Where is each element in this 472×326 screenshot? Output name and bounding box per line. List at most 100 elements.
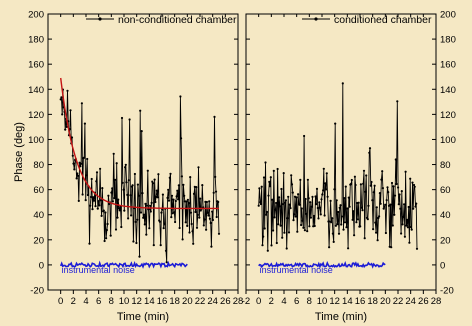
right-data-point [291,191,294,194]
left-data-point [98,204,101,207]
right-data-point [334,224,337,227]
right-noise-trace [258,260,386,269]
right-y-tick-label: -20 [440,286,454,297]
left-data-point [205,228,208,231]
right-x-tick-label: 22 [393,296,404,307]
right-data-point [306,178,309,181]
left-noise-label: instrumental noise [62,265,135,275]
left-data-point [64,128,67,131]
left-data-point [126,193,129,196]
right-data-point [308,225,311,228]
left-data-point [217,200,220,204]
right-data-point [411,181,414,184]
right-data-point [270,244,273,247]
right-data-point [329,199,332,202]
right-data-point [316,206,319,210]
left-data-point [138,255,141,258]
left-data-point [199,197,202,200]
left-data-point [195,186,198,189]
right-data-point [302,226,305,229]
left-data-point [86,157,89,161]
right-legend-label: conditioned chamber [334,14,432,26]
right-data-point [296,230,299,233]
right-data-point [353,234,356,237]
right-data-point [338,206,341,209]
left-data-point [188,231,191,234]
right-data-point [307,197,310,200]
left-data-point [117,207,121,210]
left-data-point [91,208,94,211]
right-data-point [370,180,373,184]
right-data-point [343,197,346,200]
left-x-tick-label: 24 [207,296,218,307]
right-data-point [404,170,407,173]
left-data-point [181,238,184,241]
left-data-point [107,194,110,197]
right-data-point [293,213,296,216]
right-data-point [383,205,386,208]
left-data-point [111,187,114,190]
right-data-point [361,209,364,212]
right-data-point [412,207,415,210]
right-series-line [258,83,418,251]
right-data-point [379,202,382,205]
left-data-point [152,244,155,247]
left-data-point [92,199,96,202]
right-data-point [403,203,406,206]
left-y-tick-label: -20 [30,286,44,297]
left-legend-swatch-marker [98,17,102,21]
left-data-point [130,214,133,217]
right-y-tick-label: 180 [440,35,456,46]
left-data-point [115,162,118,165]
right-x-tick-label: 14 [342,296,353,307]
left-data-point [95,171,99,174]
left-data-point [96,207,99,210]
right-data-point [275,241,278,245]
right-data-point [268,180,271,183]
right-data-point [272,229,275,232]
right-data-point [371,199,374,202]
right-data-point [285,247,288,250]
left-data-point [153,178,156,181]
left-data-point [77,199,80,202]
right-data-point [301,219,304,222]
right-data-point [341,82,344,85]
left-data-point [83,156,86,159]
left-data-point [194,210,197,214]
left-data-point [155,189,158,192]
right-data-point [374,221,377,224]
left-data-point [132,240,135,243]
left-data-point [195,226,199,229]
right-data-point [353,175,356,178]
left-data-point [120,116,124,120]
left-data-point [148,227,151,230]
left-y-tick-label: 160 [28,60,44,71]
left-data-point [116,216,119,219]
right-data-point [279,224,282,227]
right-data-point [287,195,290,198]
left-data-point [184,221,187,224]
right-data-point [260,185,263,188]
right-y-tick-label: 140 [440,85,456,96]
right-data-point [278,205,281,208]
right-y-tick-label: 160 [440,60,456,71]
right-data-point [367,204,370,207]
right-data-point [381,187,384,190]
right-data-point [385,199,388,202]
left-data-point [177,184,180,187]
right-data-point [300,207,303,210]
left-data-point [213,115,216,118]
right-data-point [290,183,294,186]
right-data-point [266,249,269,252]
right-data-point [403,235,406,238]
right-data-point [408,241,411,244]
left-data-point [156,196,159,199]
right-data-point [264,161,267,164]
left-x-tick-label: 8 [109,296,114,307]
left-data-point [89,204,92,207]
left-data-point [167,188,170,191]
right-data-point [366,218,369,221]
right-data-point [398,193,401,196]
left-y-tick-label: 200 [28,10,44,21]
right-x-tick-label: 0 [256,296,261,307]
